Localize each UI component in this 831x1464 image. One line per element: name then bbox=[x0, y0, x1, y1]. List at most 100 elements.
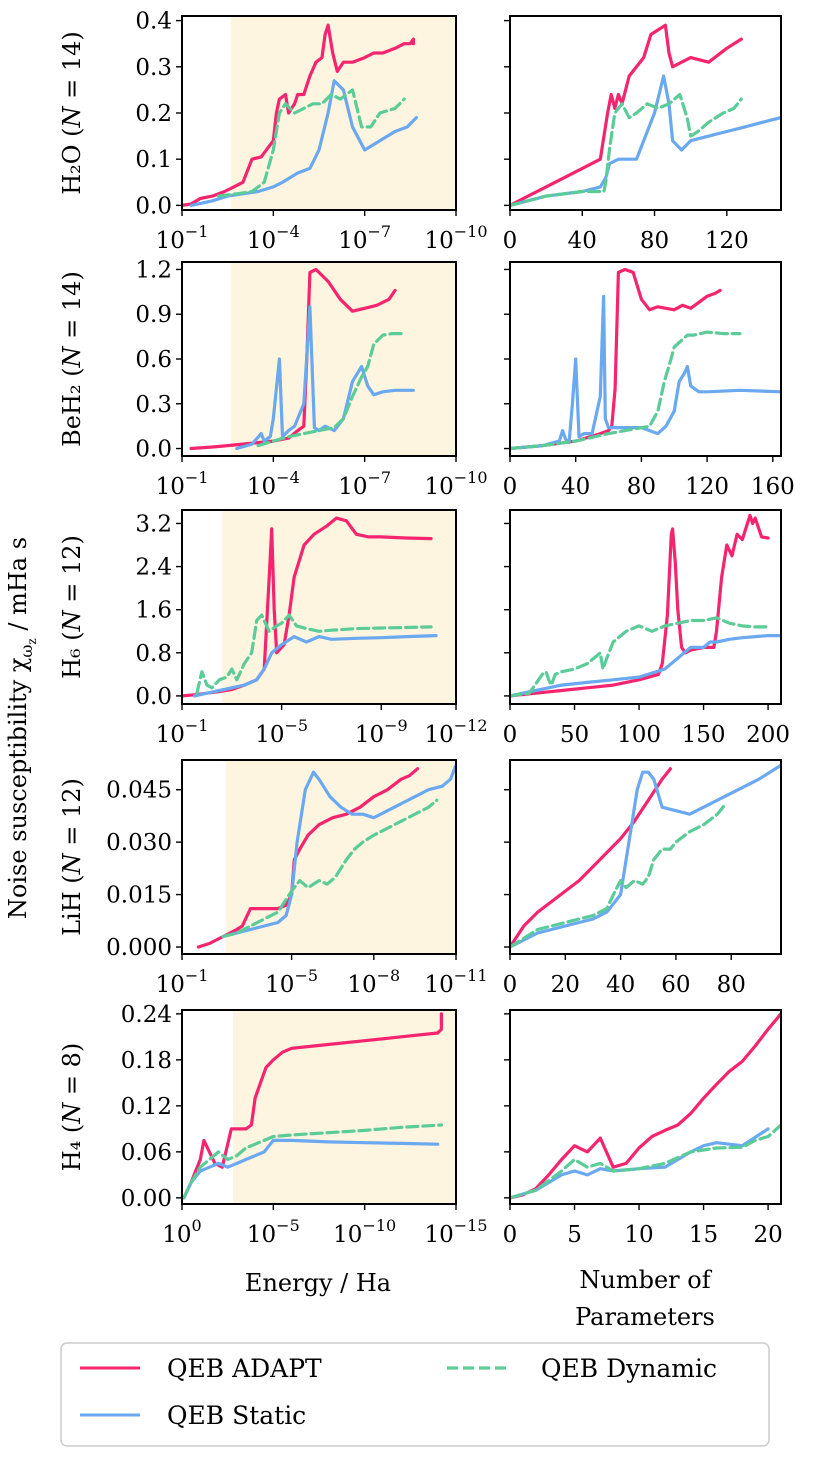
parameters-xtick-label: 150 bbox=[682, 722, 726, 748]
parameters-xtick-label: 120 bbox=[705, 228, 749, 254]
energy-xtick-label: 10−15 bbox=[424, 1216, 487, 1248]
energy-ytick-label: 1.2 bbox=[135, 257, 172, 283]
parameters-xtick-label: 0 bbox=[503, 972, 518, 998]
parameters-xtick-label: 10 bbox=[624, 1222, 653, 1248]
energy-xtick-label: 10−8 bbox=[347, 966, 400, 998]
energy-ytick-label: 0.18 bbox=[121, 1048, 172, 1074]
parameters-xtick-label: 0 bbox=[503, 722, 518, 748]
panel-parameters-3: 0 50 100 150 200 bbox=[503, 509, 790, 748]
panel-parameters-4: 0 20 40 60 80 bbox=[503, 759, 782, 998]
energy-xtick-label: 10−1 bbox=[156, 966, 209, 998]
panel-frame bbox=[181, 261, 457, 457]
energy-xtick-label: 10−1 bbox=[156, 222, 209, 254]
parameters-series-adapt bbox=[510, 513, 770, 698]
molecule-label: H₄ (N = 8) bbox=[58, 1043, 86, 1172]
legend: QEB ADAPT QEB Dynamic QEB Static bbox=[60, 1342, 770, 1447]
energy-xtick-label: 100 bbox=[162, 1216, 201, 1248]
energy-series-adapt bbox=[182, 23, 415, 207]
energy-series-dynamic bbox=[221, 798, 439, 939]
parameters-series-dynamic bbox=[510, 1123, 781, 1200]
energy-ytick-label: 0.1 bbox=[135, 147, 172, 173]
energy-xtick-label: 10−5 bbox=[265, 966, 318, 998]
energy-xtick-label: 10−4 bbox=[247, 468, 300, 500]
energy-ytick-label: 0.4 bbox=[135, 9, 172, 35]
energy-xtick-label: 10−7 bbox=[338, 468, 391, 500]
parameters-xtick-label: 15 bbox=[689, 1222, 718, 1248]
panel-frame bbox=[181, 1009, 457, 1205]
panel-frame bbox=[509, 759, 782, 955]
energy-xtick-label: 10−11 bbox=[424, 966, 487, 998]
panel-parameters-5: 0 5 10 15 20 bbox=[503, 1009, 783, 1248]
energy-ytick-label: 2.4 bbox=[135, 555, 172, 581]
chemical-accuracy-region bbox=[230, 16, 456, 210]
energy-ytick-label: 3.2 bbox=[135, 511, 172, 537]
energy-ytick-label: 0.3 bbox=[135, 392, 172, 418]
energy-series-dynamic bbox=[195, 613, 433, 695]
parameters-xtick-label: 50 bbox=[560, 722, 589, 748]
parameters-xtick-label: 80 bbox=[640, 228, 669, 254]
energy-xtick-label: 10−1 bbox=[156, 716, 209, 748]
parameters-xtick-label: 0 bbox=[503, 228, 518, 254]
panel-frame bbox=[181, 15, 457, 211]
parameters-xtick-label: 100 bbox=[617, 722, 661, 748]
parameters-xtick-label: 200 bbox=[746, 722, 790, 748]
energy-xtick-label: 10−10 bbox=[424, 222, 487, 254]
parameters-series-dynamic bbox=[510, 92, 743, 207]
molecule-label: LiH (N = 12) bbox=[58, 778, 86, 936]
energy-ytick-label: 0.0 bbox=[135, 193, 172, 219]
molecule-label: BeH₂ (N = 14) bbox=[58, 271, 86, 447]
energy-ytick-label: 0.030 bbox=[106, 830, 172, 856]
parameters-xtick-label: 120 bbox=[685, 474, 729, 500]
energy-xtick-label: 10−10 bbox=[424, 468, 487, 500]
panel-frame bbox=[509, 509, 782, 705]
energy-series-dynamic bbox=[182, 1123, 443, 1200]
parameters-series-static bbox=[510, 763, 781, 949]
parameters-xtick-label: 0 bbox=[503, 474, 518, 500]
panel-parameters-1: 0 40 80 120 bbox=[503, 15, 782, 254]
energy-series-static bbox=[235, 305, 415, 451]
legend-frame bbox=[60, 1342, 770, 1447]
parameters-series-adapt bbox=[510, 267, 722, 451]
x-axis-label-parameters-line1: Number of bbox=[579, 1266, 712, 1294]
panel-energy-5: 0.00 0.06 0.12 0.18 0.24 100 10−5 10−10 10−15 bbox=[121, 1002, 488, 1248]
energy-xtick-label: 10−5 bbox=[255, 716, 308, 748]
energy-xtick-label: 10−10 bbox=[333, 1216, 396, 1248]
panel-frame bbox=[509, 1009, 782, 1205]
energy-ytick-label: 0.00 bbox=[121, 1186, 172, 1212]
energy-ytick-label: 0.0 bbox=[135, 437, 172, 463]
energy-ytick-label: 0.3 bbox=[135, 55, 172, 81]
parameters-xtick-label: 5 bbox=[567, 1222, 582, 1248]
panel-energy-4: 0.000 0.015 0.030 0.045 10−1 10−5 10−8 10−11 bbox=[106, 759, 488, 998]
panel-energy-2: 0.0 0.3 0.6 0.9 1.2 10−1 10−4 10−7 10−10 bbox=[135, 257, 487, 500]
parameters-xtick-label: 40 bbox=[568, 228, 597, 254]
energy-series-static bbox=[221, 763, 456, 939]
energy-ytick-label: 0.12 bbox=[121, 1094, 172, 1120]
parameters-series-dynamic bbox=[510, 616, 770, 698]
energy-ytick-label: 0.000 bbox=[106, 935, 172, 961]
panel-energy-1: 0.0 0.1 0.2 0.3 0.4 10−1 10−4 10−7 10−10 bbox=[135, 9, 487, 254]
chemical-accuracy-region bbox=[230, 262, 456, 456]
parameters-xtick-label: 20 bbox=[551, 972, 580, 998]
energy-xtick-label: 10−5 bbox=[247, 1216, 300, 1248]
parameters-series-adapt bbox=[510, 767, 673, 949]
parameters-xtick-label: 60 bbox=[661, 972, 690, 998]
energy-xtick-label: 10−1 bbox=[156, 468, 209, 500]
parameters-xtick-label: 80 bbox=[627, 474, 656, 500]
energy-ytick-label: 0.0 bbox=[135, 684, 172, 710]
panel-frame bbox=[181, 509, 457, 705]
y-axis-label: Noise susceptibility χωz / mHa s bbox=[4, 537, 39, 919]
panel-frame bbox=[181, 759, 457, 955]
parameters-series-static bbox=[510, 633, 781, 698]
legend-label-qeb-static: QEB Static bbox=[167, 1401, 306, 1430]
energy-ytick-label: 0.015 bbox=[106, 883, 172, 909]
molecule-label: H₆ (N = 12) bbox=[58, 535, 86, 679]
energy-ytick-label: 0.9 bbox=[135, 302, 172, 328]
energy-series-static bbox=[182, 1138, 440, 1200]
parameters-series-adapt bbox=[510, 23, 743, 207]
row-4: 0.000 0.015 0.030 0.045 10−1 10−5 10−8 10−11 LiH… bbox=[58, 759, 782, 998]
energy-ytick-label: 1.6 bbox=[135, 598, 172, 624]
energy-ytick-label: 0.6 bbox=[135, 347, 172, 373]
panel-parameters-2: 0 40 80 120 160 bbox=[503, 261, 795, 500]
